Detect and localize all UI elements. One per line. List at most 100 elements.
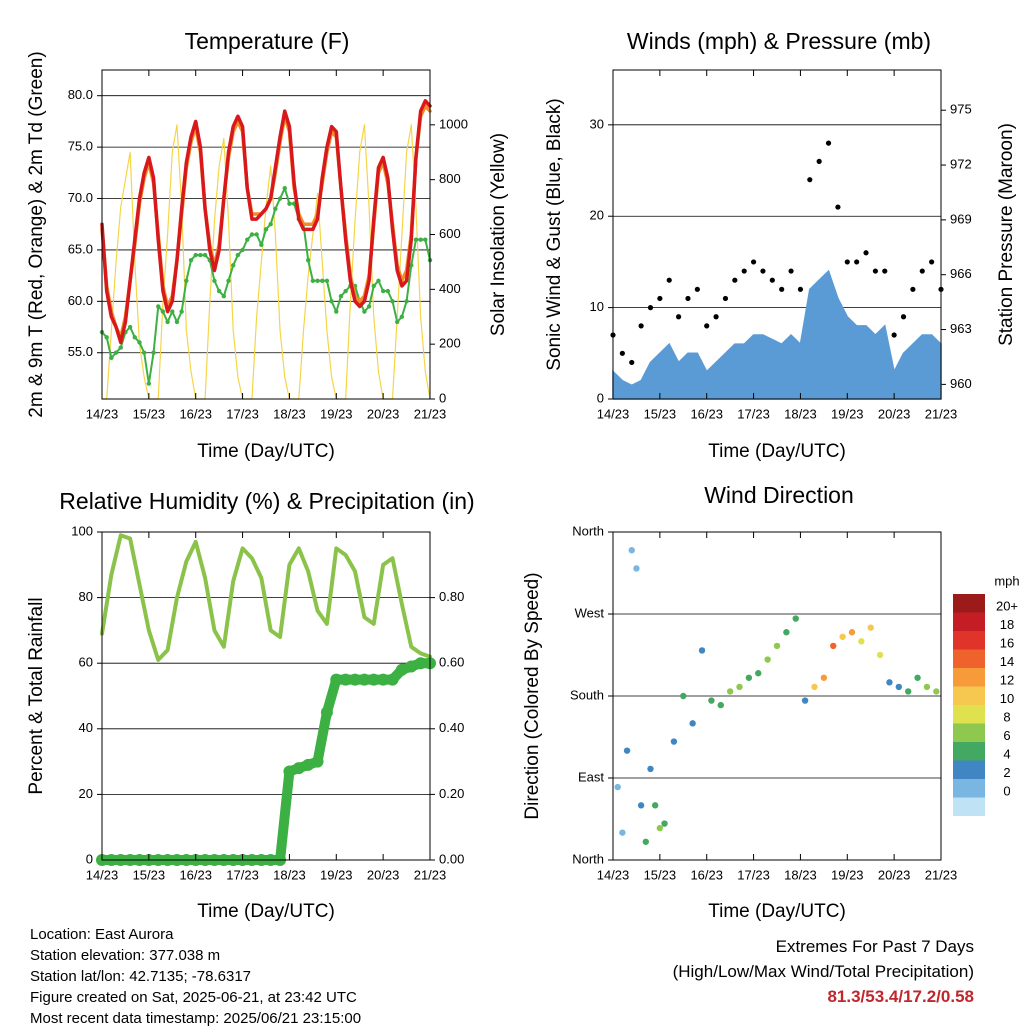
- colorbar-label: 4: [1003, 747, 1010, 762]
- direction-points: [614, 547, 940, 845]
- direction-point: [708, 697, 715, 704]
- colorbar-swatch: [953, 631, 985, 650]
- direction-point: [736, 683, 743, 691]
- wind-ytick-label: 20: [590, 208, 604, 223]
- gust-point: [835, 204, 841, 210]
- direction-point: [642, 838, 649, 845]
- temp-xtick-label: 19/23: [320, 406, 353, 421]
- gust-point: [807, 177, 813, 183]
- gust-point: [741, 268, 747, 274]
- dir-xlabel: Time (Day/UTC): [708, 901, 846, 922]
- gust-point: [732, 277, 738, 283]
- wind-plot-frame: [612, 69, 942, 400]
- extremes-subtitle: (High/Low/Max Wind/Total Precipitation): [672, 962, 974, 981]
- temp-ylabel: 2m & 9m T (Red, Orange) & 2m Td (Green): [26, 51, 47, 417]
- gust-point: [929, 259, 935, 265]
- rh-title: Relative Humidity (%) & Precipitation (i…: [59, 488, 474, 514]
- gust-point: [685, 295, 691, 302]
- direction-point: [633, 565, 640, 572]
- temp-xtick-label: 16/23: [179, 406, 212, 421]
- rh-xlabel: Time (Day/UTC): [197, 901, 335, 922]
- direction-point: [783, 629, 790, 636]
- gust-point: [919, 268, 925, 274]
- temp-xlabel: Time (Day/UTC): [197, 441, 335, 462]
- gust-points: [610, 140, 944, 366]
- direction-point: [830, 642, 837, 650]
- gust-point: [722, 295, 729, 302]
- temp-xtick-label: 14/23: [86, 406, 119, 421]
- rh-xtick-label: 19/23: [320, 867, 353, 882]
- temp-xtick-label: 17/23: [226, 406, 259, 421]
- temp-y2tick-label: 0: [439, 390, 446, 405]
- dir-xtick-label: 20/23: [878, 867, 911, 882]
- temp-y2tick-label: 200: [439, 336, 461, 351]
- gust-point: [666, 277, 672, 283]
- dir-ylabel: Direction (Colored By Speed): [522, 572, 543, 819]
- wind-xtick-label: 21/23: [925, 406, 958, 421]
- gust-point: [825, 140, 832, 146]
- direction-point: [619, 829, 626, 836]
- dir-ytick-label: South: [570, 687, 604, 702]
- colorbar-title: mph: [994, 573, 1019, 588]
- gust-point: [676, 314, 682, 320]
- colorbar-swatch: [953, 742, 985, 761]
- temp-ytick-label: 60.0: [68, 293, 93, 308]
- temp-ytick-label: 55.0: [68, 344, 93, 359]
- direction-point: [661, 820, 668, 827]
- t2m-line: [100, 99, 432, 345]
- rh-y2tick-label: 0.00: [439, 851, 464, 866]
- rh-ytick-label: 100: [71, 523, 93, 538]
- temp-plot-frame: [101, 69, 431, 400]
- wind-xtick-label: 20/23: [878, 406, 911, 421]
- gust-point: [844, 259, 850, 265]
- direction-point: [745, 674, 753, 681]
- direction-point: [886, 679, 893, 686]
- temp-ytick-label: 75.0: [68, 139, 93, 154]
- dir-xtick-label: 19/23: [831, 867, 864, 882]
- precip-points: [96, 657, 436, 866]
- colorbar-swatch: [953, 760, 985, 779]
- direction-point: [905, 688, 912, 695]
- dir-xtick-label: 18/23: [784, 867, 817, 882]
- colorbar-label: 14: [1000, 654, 1014, 669]
- direction-point: [848, 629, 856, 636]
- direction-point: [614, 783, 621, 791]
- gust-point: [900, 314, 907, 320]
- wind-xtick-label: 18/23: [784, 406, 817, 421]
- direction-point: [923, 683, 931, 691]
- direction-point: [895, 683, 903, 691]
- gust-point: [779, 286, 785, 292]
- colorbar-label: 10: [1000, 691, 1014, 706]
- dewpoint-line: [101, 187, 431, 385]
- colorbar-swatch: [953, 668, 985, 687]
- recent-text: Most recent data timestamp: 2025/06/21 2…: [30, 1010, 362, 1027]
- temp-y2tick-label: 600: [439, 226, 461, 241]
- direction-point: [773, 642, 781, 650]
- colorbar-label: 20+: [996, 599, 1018, 614]
- colorbar-swatch: [953, 723, 985, 742]
- gust-point: [647, 305, 654, 311]
- rh-y2tick-label: 0.60: [439, 655, 464, 670]
- gust-point: [788, 268, 794, 274]
- temp-ytick-label: 70.0: [68, 190, 93, 205]
- direction-point: [839, 633, 846, 640]
- colorbar-label: 16: [1000, 636, 1014, 651]
- gust-point: [910, 286, 916, 292]
- direction-point: [698, 647, 706, 654]
- wind-y2tick-label: 972: [950, 156, 972, 171]
- dir-xtick-label: 15/23: [644, 867, 677, 882]
- dir-ytick-label: North: [572, 851, 604, 866]
- gust-point: [750, 259, 757, 265]
- wind-xtick-label: 15/23: [644, 406, 677, 421]
- direction-point: [933, 688, 940, 695]
- rh-xtick-label: 16/23: [179, 867, 212, 882]
- temp-y2tick-label: 1000: [439, 116, 468, 131]
- rh-plot-frame: [101, 531, 431, 861]
- colorbar-label: 18: [1000, 617, 1014, 632]
- temp-xtick-label: 21/23: [414, 406, 447, 421]
- dir-xtick-label: 21/23: [925, 867, 958, 882]
- direction-point: [811, 683, 818, 691]
- temp-y2tick-label: 400: [439, 281, 461, 296]
- direction-point: [755, 670, 762, 677]
- rh-line: [100, 533, 432, 662]
